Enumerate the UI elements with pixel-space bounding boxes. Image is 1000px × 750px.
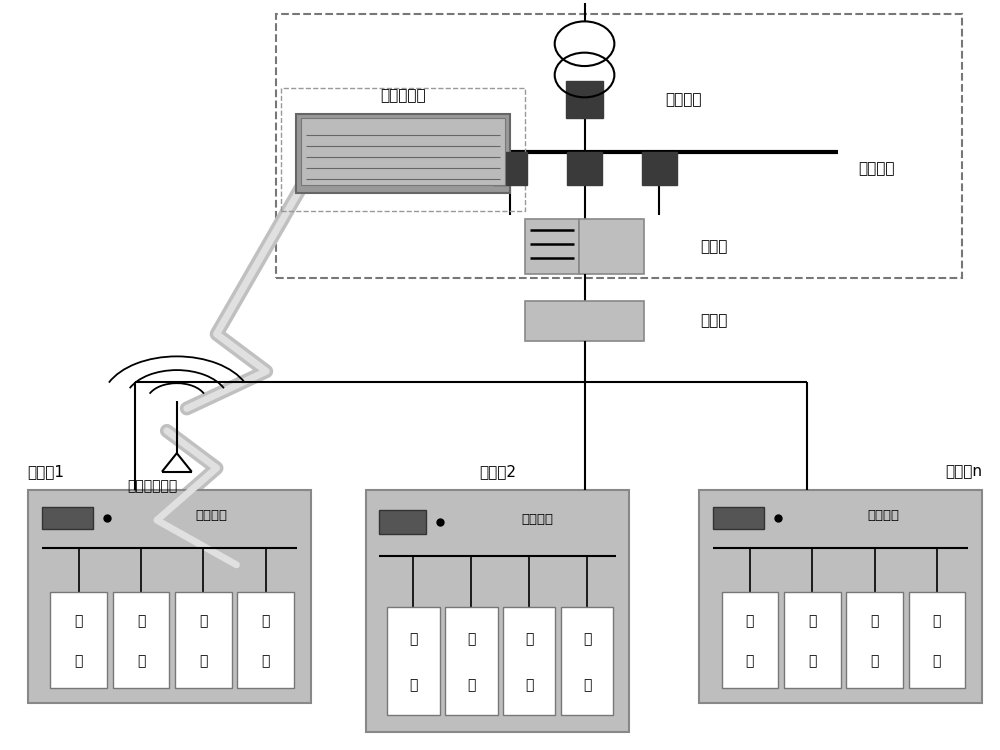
Text: 户: 户 xyxy=(467,632,475,646)
Text: 户: 户 xyxy=(870,614,879,628)
Text: 表: 表 xyxy=(409,678,417,692)
Text: 换相开关: 换相开关 xyxy=(867,509,899,522)
Bar xyxy=(50,592,107,688)
Bar xyxy=(276,14,962,278)
Text: 表: 表 xyxy=(525,678,533,692)
Bar xyxy=(301,118,505,185)
Text: 表: 表 xyxy=(808,654,816,668)
Bar xyxy=(642,152,677,185)
Text: 分电箱: 分电箱 xyxy=(700,239,727,254)
Text: 分电箱: 分电箱 xyxy=(700,314,727,328)
Bar xyxy=(281,88,525,212)
Text: 表: 表 xyxy=(199,654,208,668)
Text: 户: 户 xyxy=(137,614,145,628)
Bar xyxy=(699,490,982,703)
Text: 无线通信网络: 无线通信网络 xyxy=(127,480,177,494)
Bar xyxy=(561,607,613,715)
Text: 户: 户 xyxy=(746,614,754,628)
Text: 表: 表 xyxy=(467,678,475,692)
Text: 户: 户 xyxy=(409,632,417,646)
Bar xyxy=(846,592,903,688)
Text: 总进开关: 总进开关 xyxy=(666,92,702,107)
Bar xyxy=(566,81,603,118)
Bar xyxy=(525,301,644,341)
Bar xyxy=(113,592,169,688)
Text: 户表箱2: 户表箱2 xyxy=(479,464,516,479)
Bar xyxy=(237,592,294,688)
Text: 台区控制器: 台区控制器 xyxy=(380,88,426,104)
Text: 户: 户 xyxy=(262,614,270,628)
Bar xyxy=(379,510,426,534)
Text: 户: 户 xyxy=(933,614,941,628)
Bar xyxy=(722,592,778,688)
Text: 表: 表 xyxy=(933,654,941,668)
Text: 户: 户 xyxy=(199,614,208,628)
Bar xyxy=(713,507,764,529)
Bar xyxy=(579,219,644,274)
Text: 户: 户 xyxy=(74,614,83,628)
Text: 出线开关: 出线开关 xyxy=(858,161,895,176)
Text: 表: 表 xyxy=(262,654,270,668)
Bar xyxy=(445,607,498,715)
Bar xyxy=(784,592,841,688)
Text: 户: 户 xyxy=(583,632,591,646)
Text: 表: 表 xyxy=(870,654,879,668)
Text: 户表箱1: 户表箱1 xyxy=(28,464,65,479)
Text: 表: 表 xyxy=(74,654,83,668)
Bar xyxy=(366,490,629,732)
Bar xyxy=(296,115,510,193)
Text: 换相开关: 换相开关 xyxy=(196,509,228,522)
Text: 户表箱n: 户表箱n xyxy=(945,464,982,479)
Text: 表: 表 xyxy=(746,654,754,668)
Bar xyxy=(567,152,602,185)
Bar xyxy=(909,592,965,688)
Text: 户: 户 xyxy=(808,614,816,628)
Bar xyxy=(175,592,232,688)
Text: 表: 表 xyxy=(137,654,145,668)
Bar xyxy=(493,152,527,185)
Bar xyxy=(503,607,555,715)
Text: 户: 户 xyxy=(525,632,533,646)
Text: 表: 表 xyxy=(583,678,591,692)
Bar xyxy=(28,490,311,703)
Bar xyxy=(42,507,93,529)
Bar xyxy=(525,219,579,274)
Text: 换相开关: 换相开关 xyxy=(521,513,553,526)
Bar xyxy=(387,607,440,715)
